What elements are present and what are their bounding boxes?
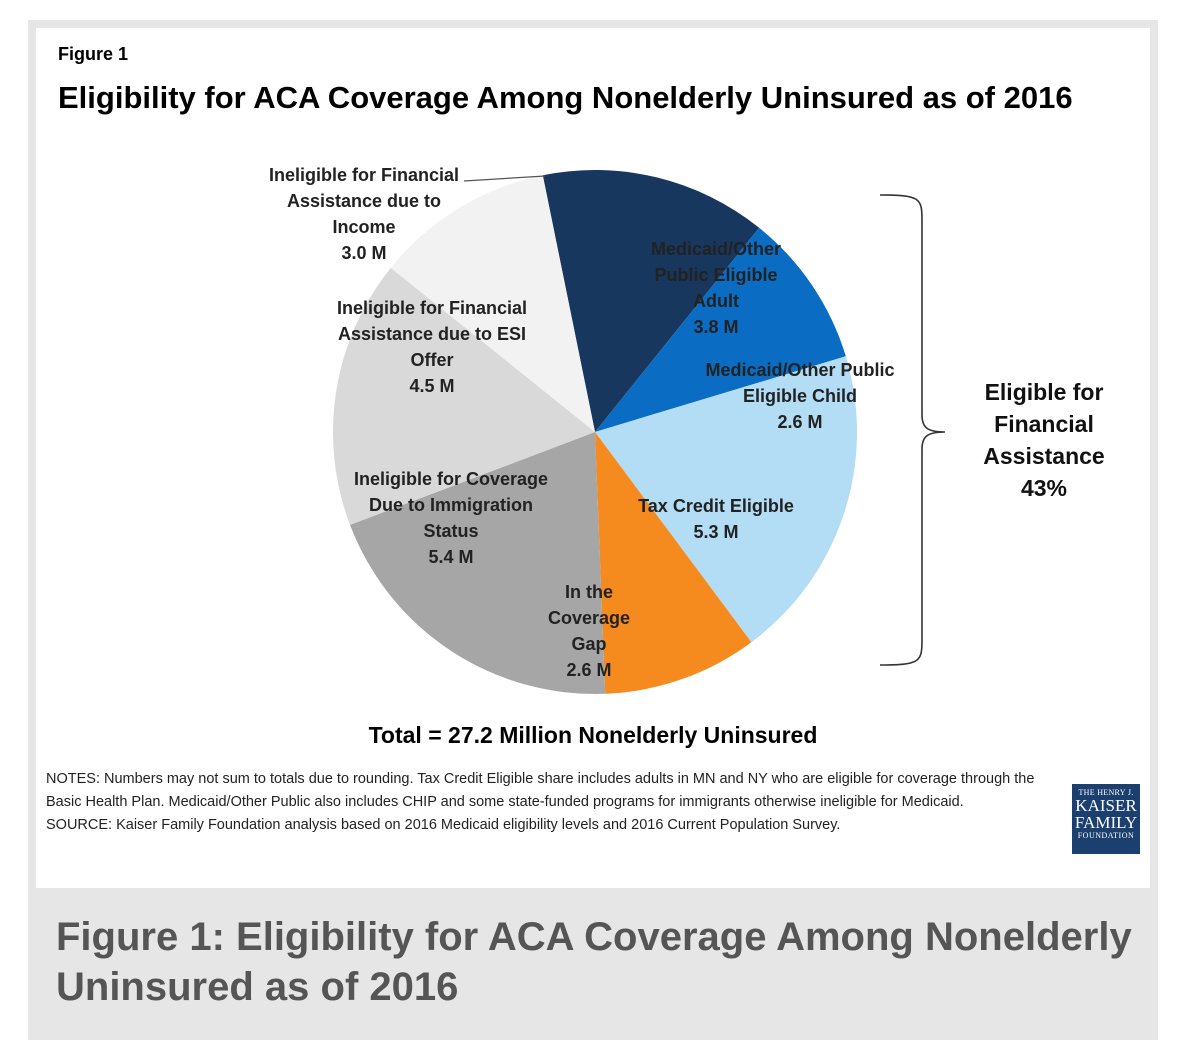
source-text: SOURCE: Kaiser Family Foundation analysi… <box>46 817 841 833</box>
figure-caption: Figure 1: Eligibility for ACA Coverage A… <box>56 915 1132 1009</box>
bracket-label: Eligible for Financial Assistance 43% <box>983 379 1104 501</box>
pie-slice-coverage-gap <box>595 432 752 694</box>
slice-label-line: Medicaid/Other Public <box>705 360 894 380</box>
slice-label-line: Public Eligible <box>654 265 777 285</box>
slice-label-line: Ineligible for Financial <box>269 165 459 185</box>
slice-label-medicaid-child: Medicaid/Other Public Eligible Child 2.6 M <box>705 360 894 432</box>
logo-line-3: FAMILY <box>1074 813 1138 832</box>
slice-value-medicaid-adult: 3.8 M <box>693 317 738 337</box>
slice-value-medicaid-child: 2.6 M <box>777 412 822 432</box>
logo-line-1: THE HENRY J. <box>1078 788 1134 797</box>
bracket-label-line: Eligible for <box>985 379 1104 405</box>
slice-label-coverage-gap: In the Coverage Gap 2.6 M <box>548 582 630 680</box>
bracket-label-line: Assistance <box>983 443 1104 469</box>
slice-label-line: In the <box>565 582 613 602</box>
bracket-value: 43% <box>1021 475 1067 501</box>
slice-label-line: Gap <box>571 634 606 654</box>
slice-label-immigration: Ineligible for Coverage Due to Immigratio… <box>354 469 548 567</box>
slice-label-esi-offer: Ineligible for Financial Assistance due t… <box>337 298 527 396</box>
pie-slice-medicaid-adult <box>542 169 760 432</box>
slice-label-line: Medicaid/Other <box>651 239 781 259</box>
slice-value-immigration: 5.4 M <box>428 547 473 567</box>
slice-label-line: Income <box>332 217 395 237</box>
pie-slice-esi-offer <box>332 267 595 525</box>
chart-title: Eligibility for ACA Coverage Among Nonel… <box>58 80 1073 115</box>
slice-label-tax-credit: Tax Credit Eligible 5.3 M <box>638 496 794 542</box>
slice-value-income: 3.0 M <box>341 243 386 263</box>
slice-value-coverage-gap: 2.6 M <box>566 660 611 680</box>
slice-label-line: Assistance due to ESI <box>338 324 526 344</box>
total-label: Total = 27.2 Million Nonelderly Uninsure… <box>368 722 818 748</box>
bracket <box>879 194 946 666</box>
pie-slice-immigration <box>350 432 606 694</box>
slice-label-line: Eligible Child <box>743 386 857 406</box>
slice-label-medicaid-adult: Medicaid/Other Public Eligible Adult 3.8 M <box>651 239 781 337</box>
slice-value-esi-offer: 4.5 M <box>409 376 454 396</box>
slice-label-line: Coverage <box>548 608 630 628</box>
pie-slices <box>332 169 857 694</box>
pie-slice-income <box>390 175 595 433</box>
slice-label-line: Assistance due to <box>287 191 441 211</box>
kff-logo: THE HENRY J. KAISER FAMILY FOUNDATION <box>1072 784 1140 854</box>
slice-value-tax-credit: 5.3 M <box>693 522 738 542</box>
slice-label-line: Adult <box>693 291 739 311</box>
notes-block: NOTES: Numbers may not sum to totals due… <box>46 768 1046 837</box>
pie-slice-medicaid-child <box>595 227 846 432</box>
income-leader-line <box>463 175 546 182</box>
logo-line-4: FOUNDATION <box>1077 831 1135 840</box>
figure-label: Figure 1 <box>58 44 129 64</box>
slice-label-line: Ineligible for Financial <box>337 298 527 318</box>
bracket-label-line: Financial <box>994 411 1094 437</box>
pie-slice-tax-credit <box>595 356 857 643</box>
slice-label-line: Status <box>423 521 478 541</box>
notes-text: NOTES: Numbers may not sum to totals due… <box>46 771 1035 810</box>
slice-label-income: Ineligible for Financial Assistance due t… <box>269 165 459 263</box>
slice-label-line: Offer <box>410 350 453 370</box>
slice-label-line: Tax Credit Eligible <box>638 496 794 516</box>
logo-line-2: KAISER <box>1075 796 1137 815</box>
slice-label-line: Ineligible for Coverage <box>354 469 548 489</box>
slice-label-line: Due to Immigration <box>369 495 533 515</box>
